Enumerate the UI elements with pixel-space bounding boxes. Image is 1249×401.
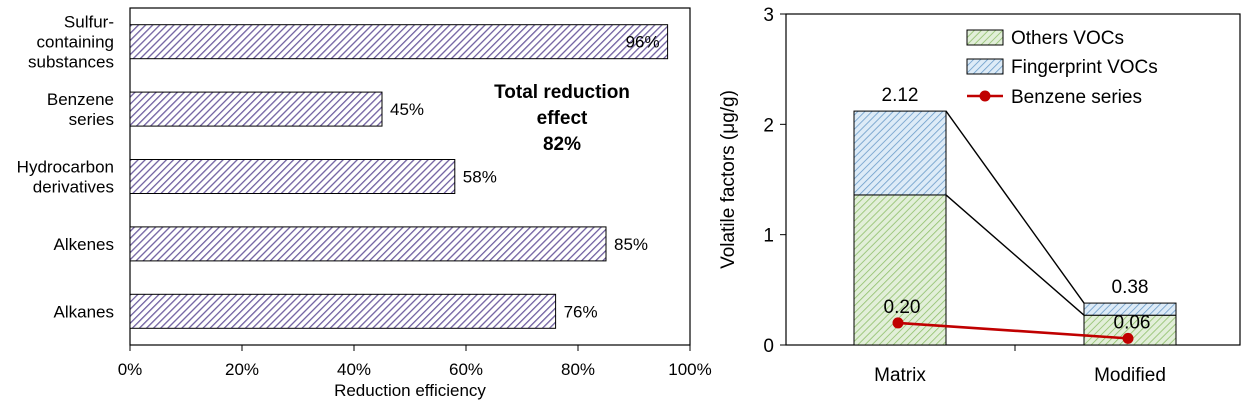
category-label: series [69, 110, 114, 129]
bar [129, 293, 557, 329]
total-value-label: 0.38 [1112, 277, 1149, 298]
y-tick-label: 3 [763, 5, 774, 26]
y-tick-label: 1 [763, 226, 774, 247]
benzene-series-point [1122, 332, 1134, 344]
bar [129, 24, 669, 60]
benzene-series-point [892, 317, 904, 329]
category-label: Sulfur- [64, 13, 114, 32]
bar [129, 226, 607, 262]
benzene-series-label: 0.06 [1114, 312, 1151, 333]
category-label: derivatives [33, 178, 114, 197]
x-tick-label: 20% [225, 360, 259, 379]
category-label: Alkanes [54, 302, 114, 321]
bar-value-label: 76% [564, 302, 598, 321]
y-tick-label: 2 [763, 115, 774, 136]
bar-value-label: 85% [614, 235, 648, 254]
bar [129, 91, 383, 127]
legend-swatch [966, 58, 1004, 75]
x-axis-label: Reduction efficiency [334, 381, 486, 400]
legend-swatch [966, 29, 1004, 46]
category-label: Benzene [47, 90, 114, 109]
y-axis-label: Volatile factors (μg/g) [718, 90, 739, 269]
plot-frame [785, 13, 1241, 346]
bar [129, 159, 456, 194]
legend-label: Benzene series [1011, 87, 1142, 108]
bar-value-label: 45% [390, 100, 424, 119]
x-tick-label: 0% [118, 360, 143, 379]
bar-value-label: 96% [626, 33, 660, 52]
total-value-label: 2.12 [882, 85, 919, 106]
annotation-text: Total reduction [494, 82, 630, 103]
category-label: Alkenes [54, 235, 114, 254]
bar-value-label: 58% [463, 168, 497, 187]
reduction-efficiency-chart: 0% 20% 40% 60% 80% 100% Reduction efficiency 96… [17, 7, 712, 400]
category-label: containing [36, 33, 114, 52]
x-tick-label: 100% [668, 360, 711, 379]
x-category-label: Matrix [874, 365, 926, 386]
connector-line [945, 194, 1085, 316]
y-tick-label: 0 [763, 336, 774, 357]
annotation-text: effect [537, 108, 588, 129]
volatile-factors-chart: 0 1 2 3 Volatile factors (μg/g) Matrix Modifie… [718, 5, 1241, 386]
stacked-bar-segment [853, 110, 947, 196]
legend-label: Fingerprint VOCs [1011, 57, 1158, 78]
connector-line [945, 110, 1085, 304]
legend-line-marker [979, 90, 991, 102]
benzene-series-label: 0.20 [884, 297, 921, 318]
legend-label: Others VOCs [1011, 28, 1124, 49]
category-label: substances [28, 53, 114, 72]
x-tick-label: 40% [337, 360, 371, 379]
stacked-bar-segment [1083, 302, 1177, 316]
x-tick-label: 80% [561, 360, 595, 379]
category-label: Hydrocarbon [17, 158, 114, 177]
annotation-value: 82% [543, 134, 581, 155]
x-category-label: Modified [1094, 365, 1166, 386]
benzene-series-line [897, 321, 1129, 340]
x-tick-label: 60% [449, 360, 483, 379]
